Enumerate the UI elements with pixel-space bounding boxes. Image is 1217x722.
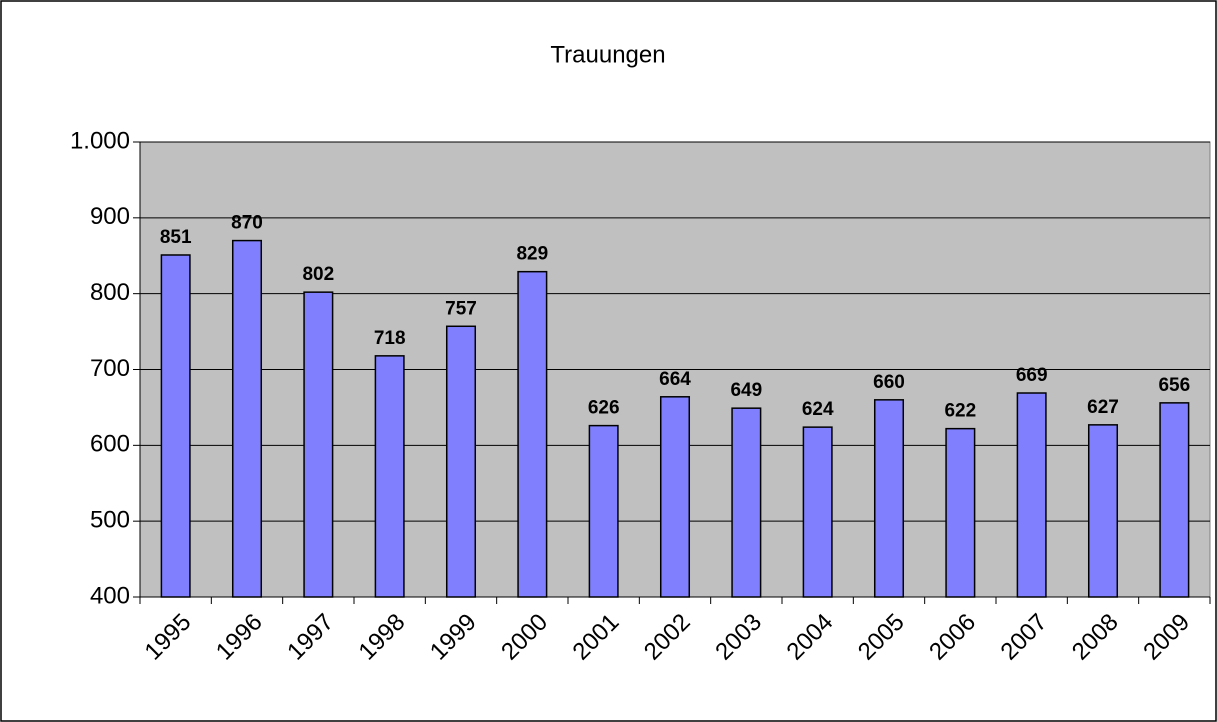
chart-title: Trauungen (550, 41, 665, 68)
bar (160, 254, 191, 598)
y-tick-label: 800 (90, 279, 130, 306)
bar (873, 399, 905, 598)
y-tick-label: 900 (90, 203, 130, 230)
bar (802, 426, 833, 598)
y-tick-label: 600 (90, 431, 130, 458)
value-label: 870 (231, 213, 263, 234)
value-label: 669 (1016, 365, 1048, 386)
value-label: 660 (873, 372, 905, 393)
value-label: 624 (802, 399, 834, 420)
bar (588, 424, 619, 598)
bar (517, 270, 548, 598)
value-label: 802 (302, 264, 334, 285)
value-label: 622 (944, 401, 976, 422)
value-label: 656 (1158, 375, 1190, 396)
bar (1016, 392, 1047, 598)
bar (231, 239, 263, 598)
value-label: 664 (659, 369, 691, 390)
value-label: 649 (730, 380, 762, 401)
bar (1159, 402, 1190, 598)
value-label: 829 (516, 244, 548, 265)
value-label: 627 (1087, 397, 1119, 418)
value-label: 757 (445, 298, 477, 319)
value-label: 718 (374, 328, 406, 349)
bar (731, 407, 762, 598)
y-tick-label: 400 (90, 582, 130, 609)
y-tick-label: 1.000 (70, 127, 130, 154)
bar (659, 396, 691, 598)
bar (945, 427, 976, 598)
bar (445, 325, 477, 598)
value-label: 851 (160, 227, 192, 248)
bar (374, 355, 405, 598)
value-label: 626 (588, 398, 620, 419)
bar (303, 291, 334, 598)
y-tick-label: 700 (90, 355, 130, 382)
bar (1087, 424, 1119, 598)
y-tick-label: 500 (90, 507, 130, 534)
